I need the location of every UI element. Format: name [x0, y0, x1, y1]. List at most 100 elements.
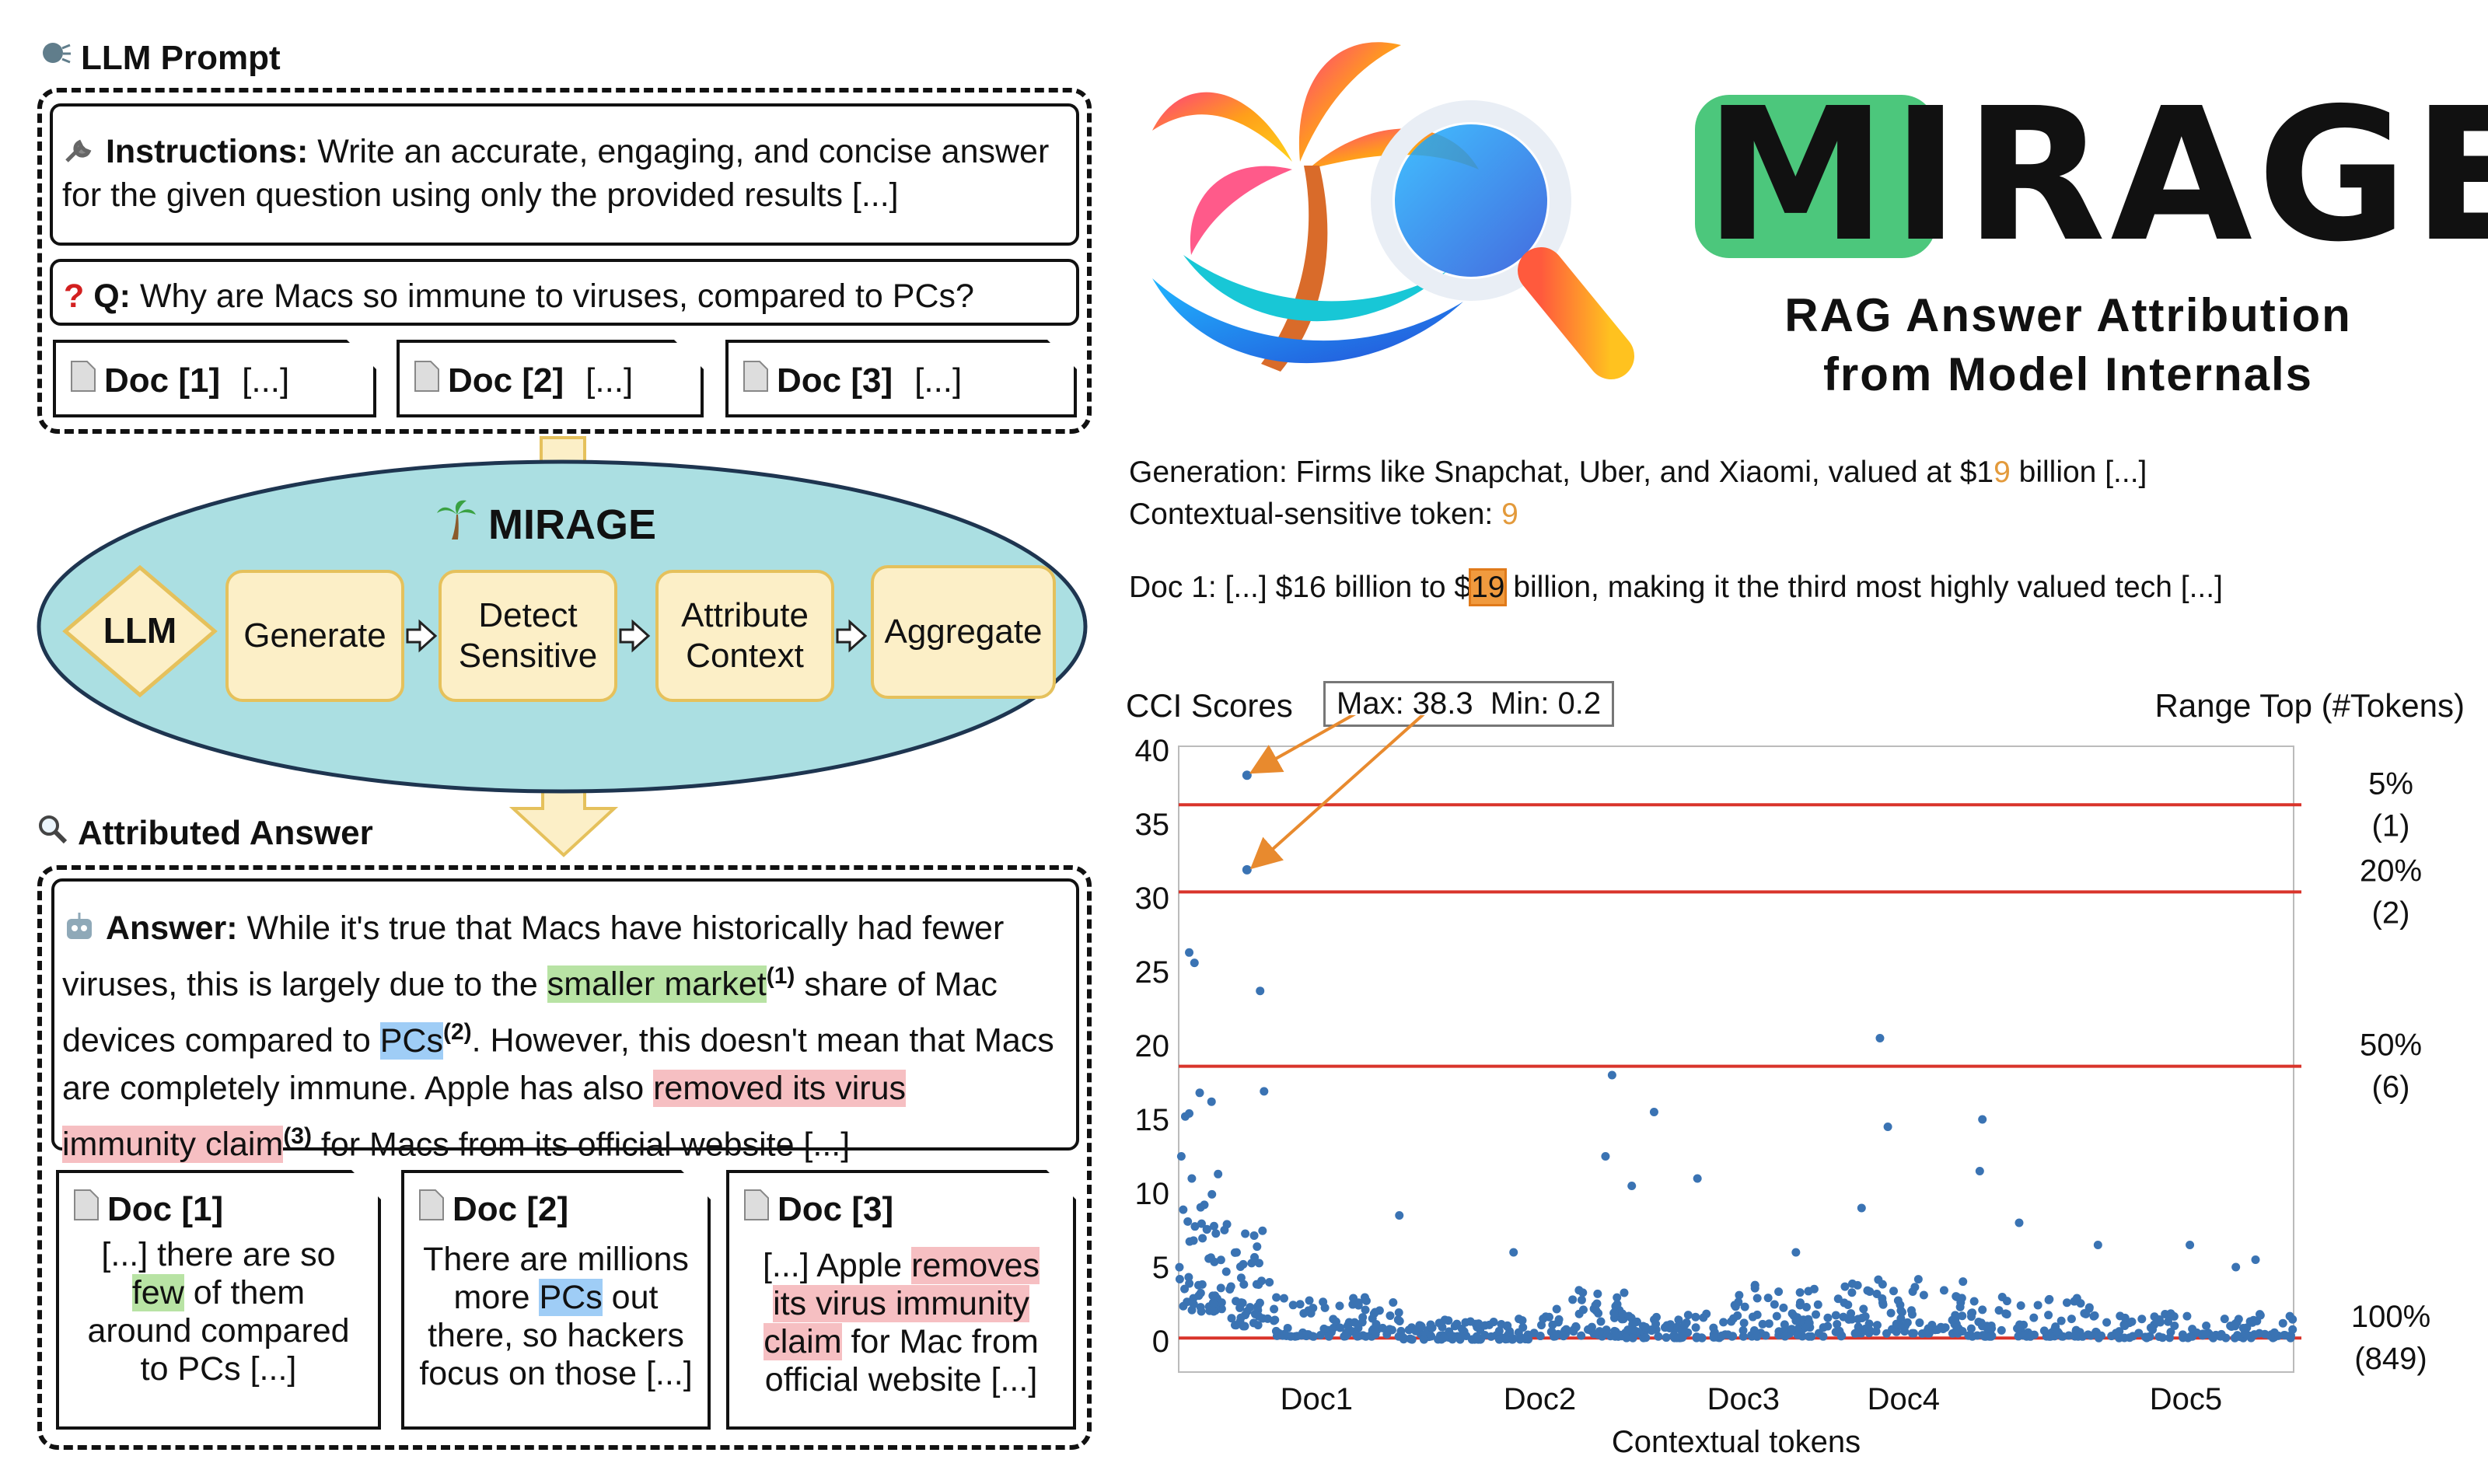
- score-point: [1369, 1309, 1379, 1318]
- score-point: [1569, 1327, 1578, 1336]
- score-point: [1568, 1295, 1578, 1304]
- score-point: [1871, 1327, 1881, 1336]
- answer-highlight-1: smaller market: [547, 965, 767, 1004]
- prompt-doc-label: Doc [1]: [104, 361, 221, 400]
- doc-text-pre: There are millions more: [423, 1241, 689, 1316]
- score-point: [1750, 1283, 1759, 1293]
- score-point: [1758, 1319, 1767, 1329]
- score-point: [2233, 1331, 2242, 1340]
- score-point: [1426, 1320, 1435, 1329]
- score-point: [1835, 1326, 1844, 1336]
- score-point: [1509, 1248, 1518, 1257]
- score-point: [1299, 1309, 1309, 1318]
- threshold-count-label: (2): [2372, 896, 2410, 930]
- score-point: [1819, 1323, 1828, 1332]
- score-point: [2137, 1315, 2147, 1324]
- score-point: [1878, 1280, 1887, 1289]
- score-point: [2115, 1327, 2124, 1336]
- score-point: [1398, 1332, 1407, 1342]
- sensitive-line: Contextual-sensitive token: 9: [1129, 494, 1518, 535]
- score-point: [1249, 1231, 1259, 1240]
- score-point: [1239, 1280, 1249, 1289]
- score-point: [1859, 1304, 1868, 1314]
- score-point: [1344, 1320, 1353, 1329]
- subtitle-line-1: RAG Answer Attribution: [1784, 289, 2352, 341]
- score-point: [2163, 1317, 2172, 1326]
- score-point: [1254, 1311, 1263, 1321]
- score-point: [1917, 1329, 1927, 1338]
- x-category-label: Doc1: [1281, 1382, 1353, 1416]
- score-point: [1919, 1290, 1928, 1300]
- score-point: [1968, 1308, 1977, 1318]
- score-point: [1997, 1325, 2006, 1335]
- answer-doc-label: Doc [2]: [453, 1189, 569, 1228]
- score-point: [1669, 1332, 1678, 1341]
- score-point: [1195, 1088, 1204, 1098]
- score-point: [1353, 1332, 1362, 1341]
- doc-text-post: for Mac from official website [...]: [764, 1323, 1039, 1398]
- doc1-prefix: Doc 1: [...] $16 billion to $: [1129, 571, 1472, 604]
- score-point: [1823, 1313, 1833, 1322]
- answer-highlight-3a: removed its virus: [653, 1069, 907, 1107]
- score-point: [1896, 1306, 1906, 1315]
- score-point: [1241, 1229, 1250, 1238]
- down-arrow: [508, 784, 619, 857]
- pipeline-heading: MIRAGE: [435, 498, 656, 551]
- score-point: [2231, 1319, 2240, 1329]
- score-point: [1185, 948, 1194, 957]
- prompt-doc-label: Doc [2]: [448, 361, 564, 400]
- answer-text-3: . However, this doesn't mean that Macs a…: [62, 1021, 1054, 1107]
- score-point: [2016, 1301, 2025, 1311]
- score-point: [1336, 1323, 1345, 1332]
- score-point: [1194, 1291, 1204, 1301]
- threshold-layer: [1179, 803, 2301, 1340]
- doc-text-pre: [...] there are so: [101, 1236, 336, 1273]
- score-point: [1889, 1287, 1899, 1296]
- score-point: [1190, 1222, 1200, 1231]
- generation-line: Generation: Firms like Snapchat, Uber, a…: [1129, 452, 2147, 493]
- score-point: [1719, 1318, 1728, 1327]
- score-point: [1654, 1332, 1663, 1341]
- score-point: [1207, 1097, 1216, 1106]
- score-point: [2072, 1294, 2081, 1303]
- answer-doc-3: Doc [3] [...] Apple removes its virus im…: [726, 1170, 1076, 1430]
- score-point: [1202, 1224, 1211, 1234]
- score-point: [1951, 1315, 1960, 1324]
- score-point: [2025, 1332, 2035, 1341]
- score-point: [1748, 1312, 1757, 1322]
- score-point: [1254, 1259, 1263, 1268]
- score-point: [2278, 1318, 2287, 1328]
- score-point: [1589, 1329, 1599, 1339]
- answer-text-1: While it's true that Macs have historica…: [62, 910, 1005, 1004]
- score-point: [2165, 1333, 2175, 1343]
- x-axis-label: Contextual tokens: [1612, 1425, 1861, 1459]
- wrench-icon: [62, 133, 96, 170]
- score-point: [1254, 1280, 1263, 1290]
- question-text: Why are Macs so immune to viruses, compa…: [131, 278, 974, 315]
- score-point: [1819, 1332, 1828, 1341]
- doc1-token: 19: [1469, 568, 1508, 606]
- score-point: [2029, 1313, 2039, 1322]
- score-point: [1305, 1296, 1314, 1305]
- score-point: [1872, 1321, 1882, 1330]
- score-point: [1176, 1152, 1186, 1161]
- score-point: [1641, 1322, 1651, 1332]
- doc-highlight: PCs: [539, 1279, 603, 1316]
- attributed-answer-title: Attributed Answer: [78, 813, 373, 852]
- score-point: [2090, 1311, 2099, 1320]
- pipeline-arrows: [406, 619, 868, 653]
- answer-highlight-3b: immunity claim: [62, 1125, 284, 1163]
- score-point: [1740, 1302, 1749, 1311]
- score-point: [1602, 1325, 1611, 1335]
- score-point: [1958, 1326, 1967, 1336]
- score-point: [1270, 1304, 1279, 1314]
- score-point: [2270, 1328, 2279, 1337]
- threshold-count-label: (6): [2372, 1070, 2410, 1105]
- score-point: [1358, 1313, 1368, 1322]
- grid-layer: [1178, 745, 2294, 1373]
- score-point: [2200, 1329, 2210, 1339]
- prompt-doc-label: Doc [3]: [777, 361, 893, 400]
- score-point: [2209, 1333, 2218, 1343]
- score-point: [1861, 1312, 1870, 1322]
- pipeline-connectors: [37, 436, 1088, 857]
